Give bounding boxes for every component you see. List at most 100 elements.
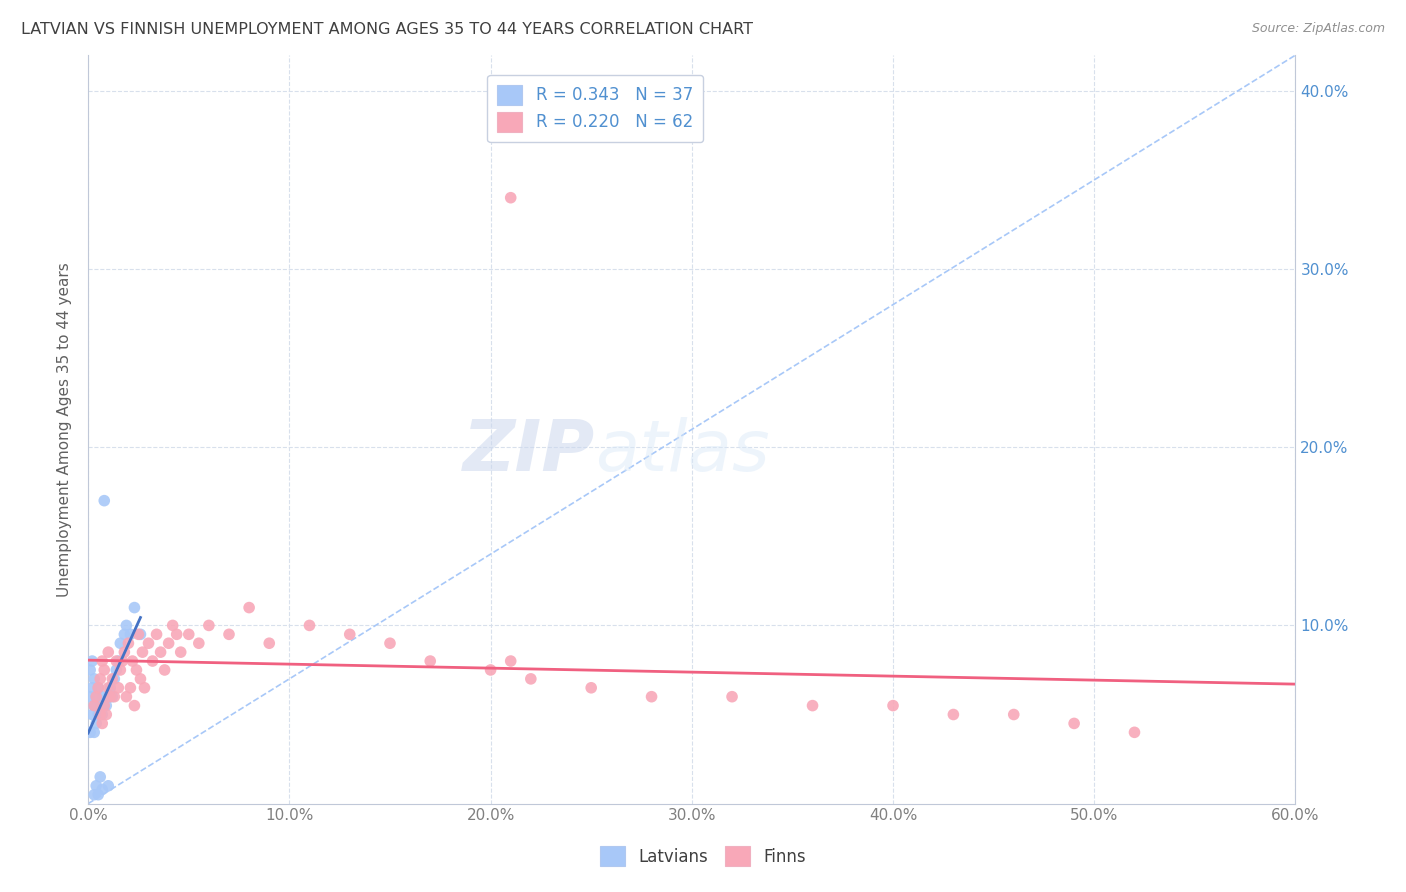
Point: [1002, 707, 1025, 722]
Point: [87, 681, 110, 695]
Point: [117, 636, 139, 650]
Point: [149, 645, 172, 659]
Point: [131, 645, 153, 659]
Point: [120, 627, 142, 641]
Point: [129, 627, 152, 641]
Point: [89, 707, 111, 722]
Point: [124, 600, 146, 615]
Point: [298, 618, 321, 632]
Point: [97, 779, 120, 793]
Point: [145, 627, 167, 641]
Point: [120, 681, 142, 695]
Point: [91, 690, 114, 704]
Point: [96, 698, 118, 713]
Point: [218, 627, 240, 641]
Point: [115, 618, 138, 632]
Point: [105, 654, 128, 668]
Point: [91, 782, 114, 797]
Point: [579, 681, 602, 695]
Point: [87, 707, 110, 722]
Point: [111, 654, 134, 668]
Point: [801, 698, 824, 713]
Legend: Latvians, Finns: Latvians, Finns: [593, 839, 813, 873]
Point: [127, 627, 149, 641]
Point: [84, 716, 107, 731]
Point: [198, 618, 221, 632]
Point: [97, 681, 120, 695]
Point: [83, 725, 105, 739]
Text: atlas: atlas: [595, 417, 770, 486]
Point: [82, 654, 104, 668]
Point: [378, 636, 401, 650]
Point: [141, 654, 163, 668]
Point: [166, 627, 188, 641]
Point: [107, 681, 129, 695]
Point: [84, 690, 107, 704]
Point: [83, 672, 105, 686]
Point: [170, 645, 193, 659]
Point: [96, 707, 118, 722]
Point: [115, 690, 138, 704]
Point: [105, 663, 128, 677]
Point: [153, 663, 176, 677]
Point: [91, 716, 114, 731]
Point: [98, 681, 121, 695]
Point: [419, 654, 441, 668]
Text: Source: ZipAtlas.com: Source: ZipAtlas.com: [1251, 22, 1385, 36]
Point: [187, 636, 209, 650]
Point: [91, 707, 114, 722]
Point: [107, 654, 129, 668]
Legend: R = 0.343   N = 37, R = 0.220   N = 62: R = 0.343 N = 37, R = 0.220 N = 62: [488, 75, 703, 142]
Y-axis label: Unemployment Among Ages 35 to 44 years: Unemployment Among Ages 35 to 44 years: [58, 262, 72, 597]
Point: [79, 663, 101, 677]
Point: [520, 672, 543, 686]
Point: [101, 672, 124, 686]
Point: [93, 698, 115, 713]
Point: [121, 654, 143, 668]
Point: [721, 690, 744, 704]
Point: [124, 698, 146, 713]
Text: ZIP: ZIP: [463, 417, 595, 486]
Point: [89, 770, 111, 784]
Point: [1123, 725, 1146, 739]
Point: [238, 600, 260, 615]
Point: [89, 672, 111, 686]
Point: [98, 690, 121, 704]
Point: [640, 690, 662, 704]
Point: [89, 698, 111, 713]
Point: [942, 707, 965, 722]
Point: [97, 690, 120, 704]
Point: [97, 645, 120, 659]
Point: [103, 690, 125, 704]
Point: [84, 690, 107, 704]
Point: [82, 681, 104, 695]
Point: [1063, 716, 1085, 731]
Point: [101, 690, 124, 704]
Point: [177, 627, 200, 641]
Point: [79, 725, 101, 739]
Point: [112, 627, 135, 641]
Point: [134, 681, 156, 695]
Point: [87, 788, 110, 802]
Point: [162, 618, 184, 632]
Point: [112, 645, 135, 659]
Point: [87, 681, 110, 695]
Point: [84, 779, 107, 793]
Point: [103, 672, 125, 686]
Text: LATVIAN VS FINNISH UNEMPLOYMENT AMONG AGES 35 TO 44 YEARS CORRELATION CHART: LATVIAN VS FINNISH UNEMPLOYMENT AMONG AG…: [21, 22, 754, 37]
Point: [499, 191, 522, 205]
Point: [499, 654, 522, 668]
Point: [110, 663, 132, 677]
Point: [93, 493, 115, 508]
Point: [91, 654, 114, 668]
Point: [157, 636, 180, 650]
Point: [125, 663, 148, 677]
Point: [339, 627, 361, 641]
Point: [138, 636, 160, 650]
Point: [83, 698, 105, 713]
Point: [882, 698, 904, 713]
Point: [79, 690, 101, 704]
Point: [93, 663, 115, 677]
Point: [129, 672, 152, 686]
Point: [83, 698, 105, 713]
